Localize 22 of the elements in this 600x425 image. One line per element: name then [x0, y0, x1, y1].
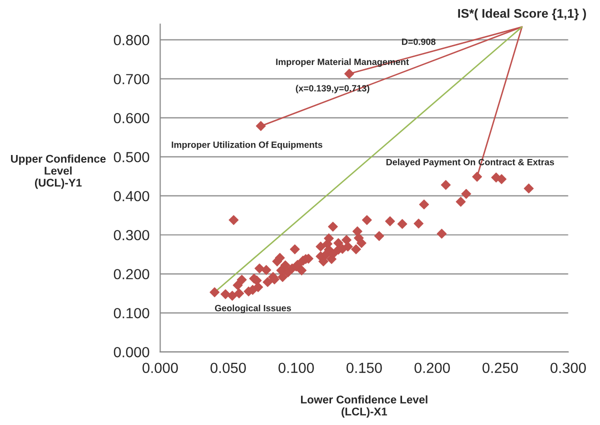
annotation: Geological Issues	[214, 304, 291, 314]
y-tick-label: 0.000	[114, 347, 150, 358]
y-tick-label: 0.300	[114, 230, 150, 240]
x-tick-label: 0.300	[550, 362, 586, 374]
y-axis-title: Upper Confidence Level (UCL)-Y1	[11, 154, 106, 189]
annotation: IS*( Ideal Score {1,1} )	[458, 8, 586, 20]
x-tick-label: 0.150	[346, 362, 382, 374]
y-tick-label: 0.600	[114, 112, 150, 124]
annotation: D=0.908	[402, 38, 436, 45]
x-tick-label: 0.050	[210, 362, 246, 374]
y-tick-label: 0.500	[114, 152, 150, 162]
y-tick-label: 0.800	[114, 34, 150, 46]
y-tick-label: 0.200	[114, 268, 150, 280]
y-tick-label: 0.700	[114, 74, 150, 84]
x-tick-label: 0.100	[278, 362, 314, 374]
x-tick-label: 0.250	[482, 362, 518, 374]
x-tick-label: 0.200	[414, 362, 450, 374]
y-tick-label: 0.400	[114, 190, 150, 202]
x-axis-title: Lower Confidence Level (LCL)-X1	[301, 395, 428, 418]
y-tick-label: 0.100	[114, 308, 150, 318]
x-tick-label: 0.000	[142, 362, 178, 374]
annotation: Improper Utilization Of Equipments	[172, 141, 322, 150]
